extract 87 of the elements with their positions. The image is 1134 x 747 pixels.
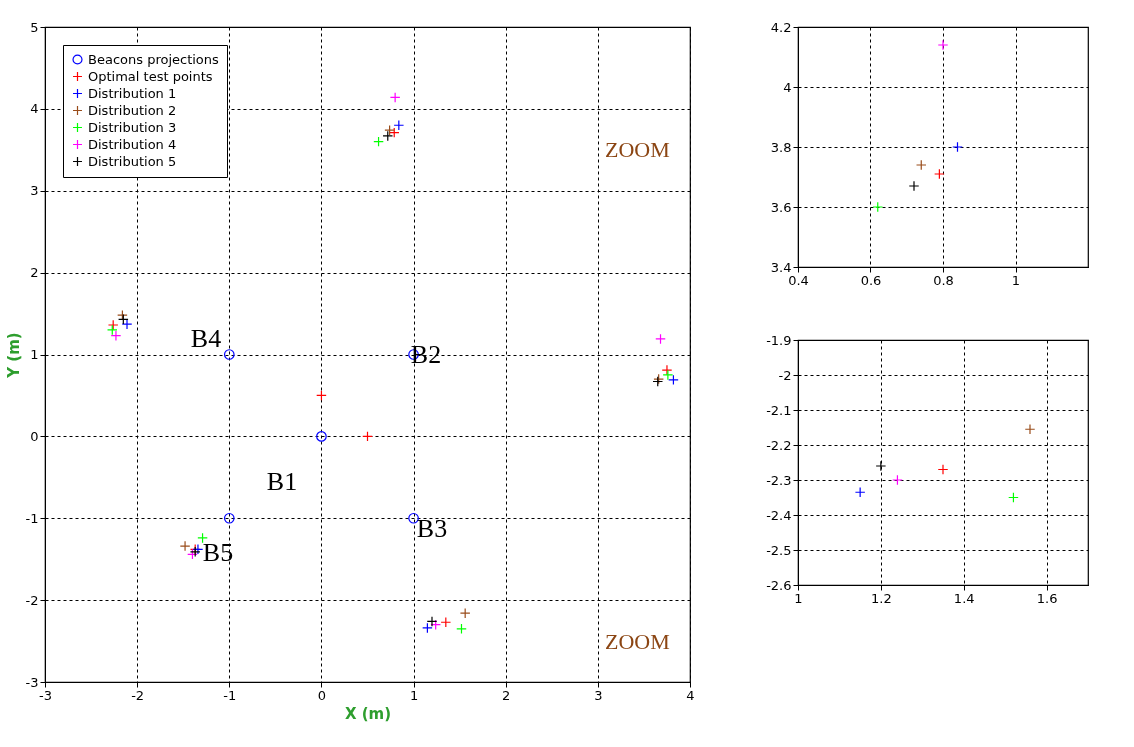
point <box>875 460 887 472</box>
y-tick-label: 4 <box>783 79 792 95</box>
x-tick-label: 4 <box>686 687 695 703</box>
point <box>422 622 433 634</box>
x-tick-label: 1 <box>409 687 419 703</box>
annotation: B5 <box>202 538 234 567</box>
legend-label: Distribution 2 <box>88 102 177 118</box>
point <box>197 532 208 544</box>
x-tick-label: 3 <box>594 687 603 703</box>
point <box>316 390 327 401</box>
annotation: B4 <box>190 324 222 353</box>
x-tick-label: 0.4 <box>788 272 809 288</box>
x-tick-label: 1 <box>1011 272 1021 288</box>
y-tick-label: -2.1 <box>766 402 792 418</box>
y-tick-label: 3.8 <box>770 139 792 155</box>
y-axis-title: Y (m) <box>4 332 23 379</box>
point <box>107 319 119 331</box>
y-tick-label: 1 <box>30 347 39 362</box>
y-tick-label: -2.5 <box>766 542 792 558</box>
legend-label: Distribution 5 <box>88 153 177 169</box>
x-tick-label: 1 <box>794 590 803 606</box>
x-tick-label: 0.8 <box>933 272 954 288</box>
point <box>440 616 452 628</box>
y-tick-label: 3.6 <box>770 199 792 215</box>
x-tick-label: 1.2 <box>871 590 892 606</box>
annotation: ZOOM <box>605 629 670 654</box>
point <box>223 349 235 360</box>
y-tick-label: 0 <box>30 428 39 444</box>
x-tick-label: 2 <box>502 687 511 703</box>
legend-label: Distribution 4 <box>88 136 177 152</box>
point <box>892 474 903 486</box>
point <box>915 159 927 171</box>
x-tick-label: 1.6 <box>1036 590 1058 606</box>
x-tick-label: 1.4 <box>953 590 975 606</box>
point <box>426 616 438 627</box>
x-axis-title: X (m) <box>344 704 392 723</box>
point <box>382 130 394 142</box>
annotation: B2 <box>410 340 442 369</box>
annotation: B3 <box>416 514 448 543</box>
x-tick-label: 0 <box>317 687 327 703</box>
point <box>1024 423 1036 435</box>
point <box>117 313 129 325</box>
point <box>872 201 884 213</box>
y-tick-label: 3.4 <box>770 259 792 275</box>
point <box>952 141 963 153</box>
point <box>668 374 679 386</box>
point <box>937 39 949 51</box>
legend-label: Distribution 3 <box>88 119 177 135</box>
point <box>934 168 945 180</box>
point <box>389 92 401 103</box>
point <box>106 324 118 336</box>
y-tick-label: -2 <box>778 367 792 383</box>
point <box>384 124 395 136</box>
y-tick-label: 5 <box>30 19 39 35</box>
point <box>110 330 122 342</box>
y-tick-label: -2.6 <box>766 577 792 593</box>
y-tick-label: -1 <box>25 510 39 526</box>
y-tick-label: -2.2 <box>766 437 792 453</box>
annotation: B1 <box>266 467 298 496</box>
point <box>179 540 191 552</box>
x-tick-label: -2 <box>131 687 145 703</box>
point <box>362 431 373 442</box>
y-tick-label: 4 <box>30 101 39 117</box>
y-tick-label: -1.9 <box>766 332 792 348</box>
y-tick-label: 3 <box>30 183 39 199</box>
legend-label: Optimal test points <box>88 68 213 84</box>
point <box>456 623 467 635</box>
point <box>459 607 471 619</box>
annotation: ZOOM <box>605 137 670 162</box>
point <box>908 180 920 192</box>
point <box>1008 492 1019 503</box>
y-tick-label: 4.2 <box>770 19 792 35</box>
point <box>655 333 666 345</box>
legend-label: Beacons projections <box>88 51 220 67</box>
point <box>661 364 673 376</box>
point <box>937 464 949 475</box>
y-tick-label: -2.4 <box>766 507 792 523</box>
x-tick-label: -1 <box>223 687 237 703</box>
x-tick-label: 0.6 <box>860 272 882 288</box>
y-tick-label: -2.3 <box>766 472 792 488</box>
point <box>316 431 327 442</box>
point <box>373 136 384 147</box>
y-tick-label: -3 <box>25 674 39 690</box>
point <box>408 512 419 524</box>
point <box>223 512 235 524</box>
legend-label: Distribution 1 <box>88 85 177 101</box>
point <box>662 369 674 381</box>
